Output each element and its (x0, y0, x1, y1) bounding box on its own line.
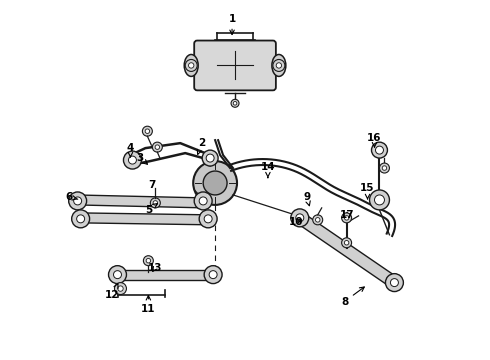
Text: 1: 1 (228, 14, 236, 35)
Circle shape (374, 195, 385, 205)
Text: 17: 17 (340, 210, 355, 220)
Text: 8: 8 (341, 287, 364, 306)
Text: 14: 14 (261, 162, 275, 177)
Circle shape (202, 150, 218, 166)
Circle shape (123, 151, 142, 169)
Circle shape (209, 271, 217, 279)
Circle shape (273, 59, 285, 71)
Text: 12: 12 (105, 284, 120, 300)
Circle shape (152, 142, 162, 152)
Circle shape (391, 279, 398, 287)
Text: 16: 16 (367, 133, 382, 147)
Text: 15: 15 (360, 183, 375, 199)
Circle shape (233, 102, 237, 105)
Text: 11: 11 (141, 296, 156, 315)
Text: 7: 7 (148, 180, 156, 190)
Text: 4: 4 (127, 143, 134, 157)
Polygon shape (116, 270, 215, 280)
Circle shape (382, 166, 387, 170)
Circle shape (369, 190, 390, 210)
Circle shape (145, 129, 149, 134)
Text: 10: 10 (289, 217, 303, 227)
Circle shape (344, 240, 349, 245)
Circle shape (344, 216, 349, 220)
Circle shape (204, 215, 212, 223)
Ellipse shape (184, 54, 198, 76)
Circle shape (386, 274, 403, 292)
Text: 5: 5 (145, 203, 157, 215)
Circle shape (342, 213, 352, 223)
Circle shape (199, 197, 207, 205)
Circle shape (72, 210, 90, 228)
Circle shape (203, 171, 227, 195)
Circle shape (185, 59, 197, 71)
Text: 9: 9 (303, 192, 310, 206)
Text: 2: 2 (197, 138, 206, 154)
Circle shape (193, 161, 237, 205)
Circle shape (231, 99, 239, 107)
Polygon shape (296, 213, 398, 288)
Circle shape (276, 63, 282, 68)
Circle shape (153, 201, 158, 205)
Circle shape (155, 145, 160, 149)
Circle shape (69, 192, 87, 210)
Circle shape (375, 146, 384, 154)
Circle shape (342, 238, 352, 248)
Circle shape (379, 163, 390, 173)
FancyBboxPatch shape (194, 41, 276, 90)
Circle shape (291, 209, 309, 227)
Circle shape (115, 283, 126, 294)
Circle shape (194, 192, 212, 210)
Circle shape (313, 215, 323, 225)
Ellipse shape (272, 54, 286, 76)
Text: 3: 3 (137, 153, 147, 164)
Text: 6: 6 (65, 192, 78, 202)
Circle shape (74, 197, 82, 205)
Circle shape (199, 210, 217, 228)
Polygon shape (75, 195, 205, 208)
Circle shape (150, 198, 160, 208)
Text: 13: 13 (148, 263, 163, 273)
Polygon shape (78, 213, 210, 225)
Circle shape (114, 271, 122, 279)
Circle shape (118, 286, 123, 291)
Circle shape (296, 214, 304, 222)
Circle shape (371, 142, 388, 158)
Circle shape (204, 266, 222, 284)
Circle shape (128, 156, 136, 164)
Circle shape (143, 126, 152, 136)
Circle shape (76, 215, 85, 223)
Circle shape (316, 217, 320, 222)
Circle shape (144, 256, 153, 266)
Circle shape (108, 266, 126, 284)
Circle shape (206, 154, 214, 162)
Circle shape (146, 258, 150, 263)
Circle shape (189, 63, 194, 68)
